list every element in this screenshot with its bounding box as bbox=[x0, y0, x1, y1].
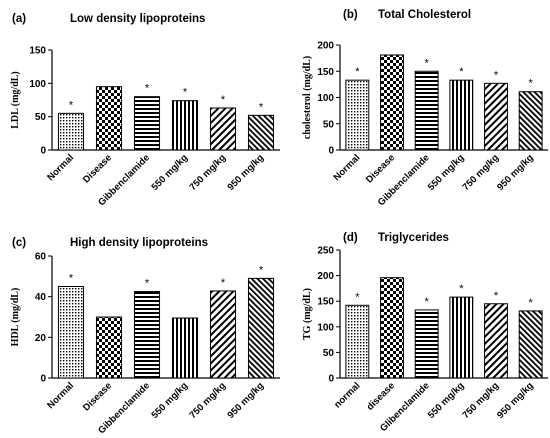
significance-marker: * bbox=[69, 273, 74, 285]
bar bbox=[484, 82, 508, 151]
bar bbox=[95, 316, 123, 379]
panel-letter: (d) bbox=[343, 232, 358, 244]
significance-marker: * bbox=[221, 277, 226, 289]
panel-letter: (a) bbox=[12, 13, 26, 25]
significance-marker: * bbox=[145, 278, 150, 290]
x-tick-label: disease bbox=[365, 380, 397, 412]
y-tick-label: 200 bbox=[317, 41, 334, 52]
significance-marker: * bbox=[459, 283, 464, 295]
y-tick-label: 60 bbox=[35, 252, 47, 263]
x-tick-label: Disease bbox=[81, 152, 114, 185]
significance-marker: * bbox=[259, 101, 264, 113]
y-axis-label: cholesterol (mg/dL) bbox=[302, 56, 313, 139]
chart-title: Low density lipoproteins bbox=[70, 13, 205, 25]
bar bbox=[133, 291, 161, 379]
y-tick-label: 20 bbox=[35, 333, 47, 344]
significance-marker: * bbox=[529, 297, 534, 309]
x-tick-label: 550 mg/kg bbox=[149, 152, 190, 193]
y-tick-label: 100 bbox=[29, 79, 46, 90]
significance-marker: * bbox=[183, 87, 188, 99]
significance-marker: * bbox=[529, 78, 534, 90]
x-tick-label: 750 mg/kg bbox=[187, 380, 228, 421]
bar bbox=[414, 70, 439, 151]
y-tick-label: 100 bbox=[317, 93, 334, 104]
bar bbox=[247, 277, 275, 379]
chart-title: Total Cholesterol bbox=[378, 9, 471, 21]
chart-title: Triglycerides bbox=[378, 232, 449, 244]
x-tick-label: Normal bbox=[45, 380, 76, 411]
y-tick-label: 150 bbox=[317, 67, 334, 78]
y-axis-label: TG (mg/dL) bbox=[302, 288, 313, 340]
significance-marker: * bbox=[425, 57, 430, 69]
significance-marker: * bbox=[69, 99, 74, 111]
bar bbox=[380, 54, 404, 151]
chart-panel-4: (d) Triglycerides TG (mg/dL) 0 50 100 150 200 25… bbox=[302, 232, 548, 434]
y-tick-label: 250 bbox=[317, 246, 334, 257]
y-tick-label: 0 bbox=[328, 146, 334, 157]
x-tick-label: Normal bbox=[45, 152, 76, 183]
y-tick-label: 0 bbox=[40, 374, 46, 385]
x-tick-label: 550 mg/kg bbox=[426, 380, 467, 421]
bar bbox=[414, 309, 439, 379]
panel-letter: (b) bbox=[343, 9, 358, 21]
x-tick-label: 550 mg/kg bbox=[149, 380, 190, 421]
x-tick-label: 950 mg/kg bbox=[225, 152, 266, 193]
x-tick-label: 950 mg/kg bbox=[495, 152, 536, 193]
x-tick-label: 950 mg/kg bbox=[495, 380, 536, 421]
y-tick-label: 0 bbox=[40, 146, 46, 157]
bar bbox=[345, 304, 370, 379]
bar bbox=[484, 303, 508, 379]
y-tick-label: 150 bbox=[29, 46, 46, 57]
bar bbox=[171, 100, 199, 151]
panel-letter: (c) bbox=[12, 237, 26, 249]
bar bbox=[57, 286, 85, 379]
x-tick-label: 950 mg/kg bbox=[225, 380, 266, 421]
y-tick-label: 50 bbox=[35, 112, 47, 123]
significance-marker: * bbox=[494, 69, 499, 81]
bar bbox=[133, 96, 161, 151]
bar bbox=[518, 310, 543, 379]
chart-panel-3: (c) High density lipoproteins HDL (mg/dL) 0… bbox=[10, 237, 280, 436]
x-tick-label: Disease bbox=[364, 152, 397, 185]
y-tick-label: 50 bbox=[323, 119, 335, 130]
x-tick-label: 750 mg/kg bbox=[460, 380, 501, 421]
bar bbox=[57, 112, 85, 151]
significance-marker: * bbox=[494, 290, 499, 302]
x-tick-label: 750 mg/kg bbox=[460, 152, 501, 193]
bar bbox=[449, 296, 474, 379]
significance-marker: * bbox=[355, 291, 360, 303]
bar bbox=[449, 79, 474, 151]
x-tick-label: normal bbox=[332, 380, 362, 410]
y-axis-label: LDL (mg/dL) bbox=[10, 71, 21, 129]
y-tick-label: 50 bbox=[323, 348, 335, 359]
significance-marker: * bbox=[221, 94, 226, 106]
chart-panel-1: (a) Low density lipoproteins LDL (mg/dL) 0 5… bbox=[10, 13, 280, 208]
bar bbox=[380, 277, 404, 379]
significance-marker: * bbox=[355, 66, 360, 78]
bar bbox=[518, 91, 543, 151]
y-tick-label: 0 bbox=[328, 374, 334, 385]
bar bbox=[247, 114, 275, 151]
bar bbox=[95, 86, 123, 151]
bar bbox=[171, 317, 199, 379]
x-tick-label: 750 mg/kg bbox=[187, 152, 228, 193]
significance-marker: * bbox=[425, 296, 430, 308]
bar bbox=[345, 79, 370, 151]
chart-panel-2: (b) Total Cholesterol cholesterol (mg/dL) 0… bbox=[302, 9, 548, 208]
significance-marker: * bbox=[259, 264, 264, 276]
y-tick-label: 200 bbox=[317, 271, 334, 282]
y-tick-label: 150 bbox=[317, 297, 334, 308]
y-axis-label: HDL (mg/dL) bbox=[10, 288, 21, 347]
significance-marker: * bbox=[459, 66, 464, 78]
x-tick-label: Disease bbox=[81, 380, 114, 413]
chart-title: High density lipoproteins bbox=[70, 237, 208, 249]
x-tick-label: Normal bbox=[332, 152, 363, 183]
y-tick-label: 100 bbox=[317, 322, 334, 333]
x-tick-label: 550 mg/kg bbox=[426, 152, 467, 193]
bar bbox=[209, 107, 237, 151]
y-tick-label: 40 bbox=[35, 292, 47, 303]
bar bbox=[209, 290, 237, 379]
significance-marker: * bbox=[145, 83, 150, 95]
